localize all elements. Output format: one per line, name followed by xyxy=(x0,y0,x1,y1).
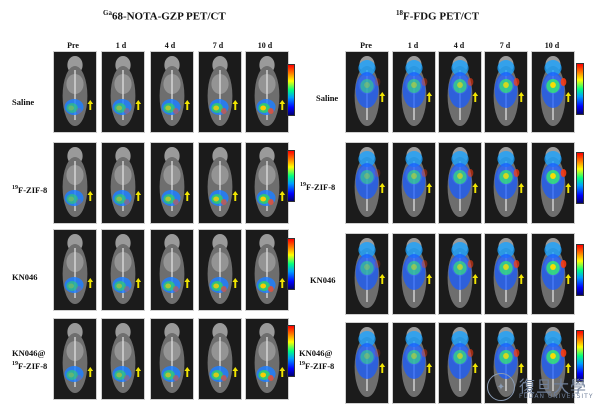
right-pet-image-r4-c2 xyxy=(392,322,436,404)
right-title-prefix: 18 xyxy=(396,9,403,17)
left-pet-image-r1-c4 xyxy=(198,51,242,133)
left-panel-title: Ga68-NOTA-GZP PET/CT xyxy=(103,9,226,23)
right-pet-image-r2-c4 xyxy=(484,142,528,224)
right-pet-image-r4-c1 xyxy=(345,322,389,404)
left-pet-image-r4-c1 xyxy=(53,318,97,400)
left-col-7d: 7 d xyxy=(212,41,224,50)
right-pet-image-r2-c2 xyxy=(392,142,436,224)
left-row4-line2: F-ZIF-8 xyxy=(18,360,48,371)
right-pet-image-r3-c4 xyxy=(484,233,528,315)
university-seal-icon: ✦ xyxy=(487,373,515,401)
right-pet-image-r1-c4 xyxy=(484,51,528,133)
left-row4-sup: 19 xyxy=(12,361,18,367)
right-pet-image-r1-c2 xyxy=(392,51,436,133)
right-pet-image-r1-c5 xyxy=(531,51,575,133)
right-title-text: F-FDG PET/CT xyxy=(403,10,480,23)
left-col-pre: Pre xyxy=(67,41,79,50)
right-pet-image-r2-c5 xyxy=(531,142,575,224)
right-col-7d: 7 d xyxy=(499,41,511,50)
right-colorbar-row2 xyxy=(576,152,584,204)
left-row-label-kn046: KN046 xyxy=(12,272,38,282)
right-col-10d: 10 d xyxy=(544,41,560,50)
left-colorbar-row1 xyxy=(287,64,295,116)
left-pet-image-r2-c2 xyxy=(101,142,145,224)
right-col-pre: Pre xyxy=(360,41,372,50)
right-row-label-kn046: KN046 xyxy=(310,275,336,285)
right-pet-image-r4-c4 xyxy=(484,322,528,404)
left-col-1d: 1 d xyxy=(115,41,127,50)
right-colorbar-row1 xyxy=(576,63,584,115)
right-panel-title: 18F-FDG PET/CT xyxy=(396,9,479,23)
right-row-label-zif8: 19F-ZIF-8 xyxy=(300,180,335,193)
left-pet-image-r2-c4 xyxy=(198,142,242,224)
left-row-label-saline: Saline xyxy=(12,97,35,107)
left-pet-image-r4-c3 xyxy=(150,318,194,400)
right-row4-sup: 19 xyxy=(299,361,305,367)
left-pet-image-r1-c3 xyxy=(150,51,194,133)
right-pet-image-r2-c1 xyxy=(345,142,389,224)
left-pet-image-r2-c5 xyxy=(245,142,289,224)
watermark-name-en: FUDAN UNIVERSITY xyxy=(519,393,594,400)
left-pet-image-r2-c1 xyxy=(53,142,97,224)
left-pet-image-r1-c2 xyxy=(101,51,145,133)
left-pet-image-r3-c2 xyxy=(101,229,145,311)
left-colorbar-row3 xyxy=(287,238,295,290)
left-pet-image-r4-c4 xyxy=(198,318,242,400)
left-row-label-zif8: 19F-ZIF-8 xyxy=(12,183,47,196)
left-title-prefix: Ga xyxy=(103,9,112,17)
right-row2-sup: 19 xyxy=(300,182,306,188)
right-col-4d: 4 d xyxy=(453,41,465,50)
left-pet-image-r3-c5 xyxy=(245,229,289,311)
left-pet-image-r4-c5 xyxy=(245,318,289,400)
left-col-4d: 4 d xyxy=(164,41,176,50)
right-colorbar-row4 xyxy=(576,330,584,382)
right-col-1d: 1 d xyxy=(407,41,419,50)
left-pet-image-r1-c5 xyxy=(245,51,289,133)
left-pet-image-r3-c1 xyxy=(53,229,97,311)
right-row-label-kn046-zif8: KN046@ 19F-ZIF-8 xyxy=(299,348,334,372)
left-pet-image-r3-c3 xyxy=(150,229,194,311)
left-pet-image-r3-c4 xyxy=(198,229,242,311)
left-row-label-kn046-zif8: KN046@ 19F-ZIF-8 xyxy=(12,348,47,372)
right-pet-image-r1-c1 xyxy=(345,51,389,133)
right-pet-image-r3-c5 xyxy=(531,233,575,315)
right-pet-image-r4-c5 xyxy=(531,322,575,404)
right-colorbar-row3 xyxy=(576,244,584,296)
right-pet-image-r1-c3 xyxy=(438,51,482,133)
right-row2-text: F-ZIF-8 xyxy=(306,181,336,192)
left-colorbar-row4 xyxy=(287,325,295,377)
right-pet-image-r3-c1 xyxy=(345,233,389,315)
left-row2-text: F-ZIF-8 xyxy=(18,184,48,195)
left-pet-image-r4-c2 xyxy=(101,318,145,400)
left-colorbar-row2 xyxy=(287,150,295,202)
left-pet-image-r1-c1 xyxy=(53,51,97,133)
right-pet-image-r3-c2 xyxy=(392,233,436,315)
left-col-10d: 10 d xyxy=(257,41,273,50)
right-pet-image-r3-c3 xyxy=(438,233,482,315)
right-row4-line2: F-ZIF-8 xyxy=(305,360,335,371)
left-title-text: 68-NOTA-GZP PET/CT xyxy=(111,10,226,23)
left-row4-line1: KN046@ xyxy=(12,348,46,358)
right-row-label-saline: Saline xyxy=(316,93,339,103)
right-row4-line1: KN046@ xyxy=(299,348,333,358)
left-row2-sup: 19 xyxy=(12,185,18,191)
university-watermark: ✦ 復旦大學 FUDAN UNIVERSITY xyxy=(487,373,597,403)
left-pet-image-r2-c3 xyxy=(150,142,194,224)
watermark-name-cn: 復旦大學 xyxy=(519,377,588,396)
right-pet-image-r4-c3 xyxy=(438,322,482,404)
right-pet-image-r2-c3 xyxy=(438,142,482,224)
